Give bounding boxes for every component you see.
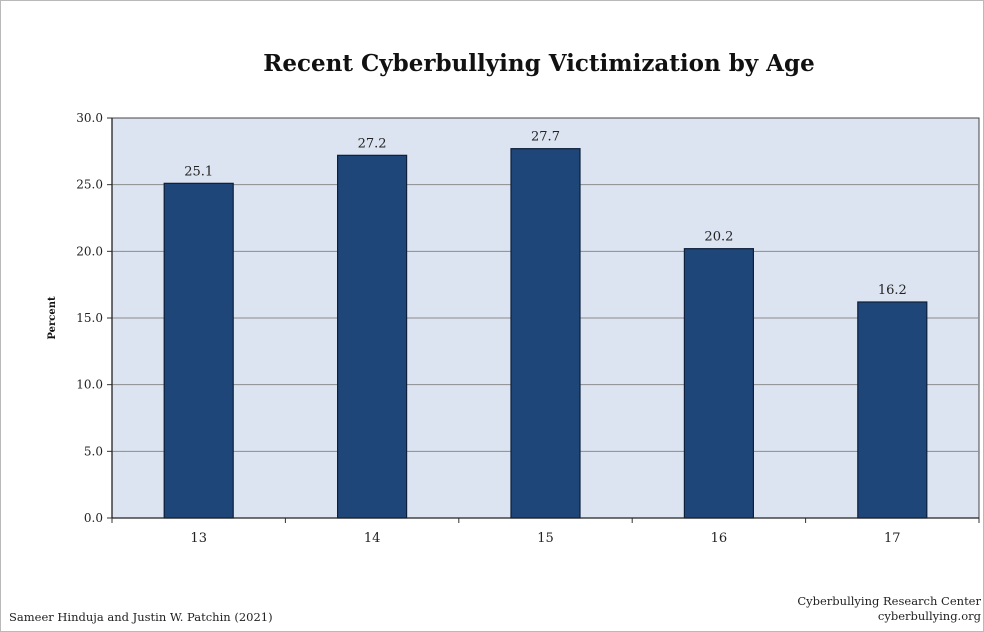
bar-value-label: 25.1 (184, 164, 213, 179)
x-tick-label: 15 (537, 531, 554, 546)
bar-value-label: 16.2 (878, 283, 907, 298)
y-axis-ticks: 0.0 5.0 10.0 15.0 20.0 25.0 30.0 (76, 111, 112, 525)
footer-org: Cyberbullying Research Center (797, 594, 981, 608)
bar-14 (337, 154, 408, 519)
x-tick-label: 16 (711, 531, 728, 546)
bar-value-label: 20.2 (704, 230, 733, 245)
bar-15 (510, 148, 581, 519)
x-tick-label: 14 (364, 531, 381, 546)
y-tick-label: 20.0 (76, 244, 103, 258)
footer-authors: Sameer Hinduja and Justin W. Patchin (20… (9, 610, 273, 624)
y-axis-label: Percent (47, 296, 58, 340)
y-tick-label: 5.0 (84, 444, 103, 458)
x-tick-label: 13 (190, 531, 207, 546)
bar-13 (163, 182, 234, 519)
bar-value-labels: 25.1 27.2 27.7 20.2 16.2 (184, 130, 907, 298)
footer-site: cyberbullying.org (878, 609, 982, 623)
x-tick-label: 17 (884, 531, 901, 546)
y-tick-label: 15.0 (76, 311, 103, 325)
y-tick-label: 10.0 (76, 378, 103, 392)
x-axis-ticks: 13 14 15 16 17 (111, 518, 980, 546)
bar-value-label: 27.2 (358, 136, 387, 151)
bars (163, 148, 928, 519)
bar-17 (857, 301, 928, 519)
y-tick-label: 0.0 (84, 511, 103, 525)
bar-16 (683, 248, 755, 519)
chart-title: Recent Cyberbullying Victimization by Ag… (263, 50, 814, 77)
y-tick-label: 30.0 (76, 111, 103, 125)
y-tick-label: 25.0 (76, 178, 103, 192)
bar-value-label: 27.7 (531, 130, 560, 145)
